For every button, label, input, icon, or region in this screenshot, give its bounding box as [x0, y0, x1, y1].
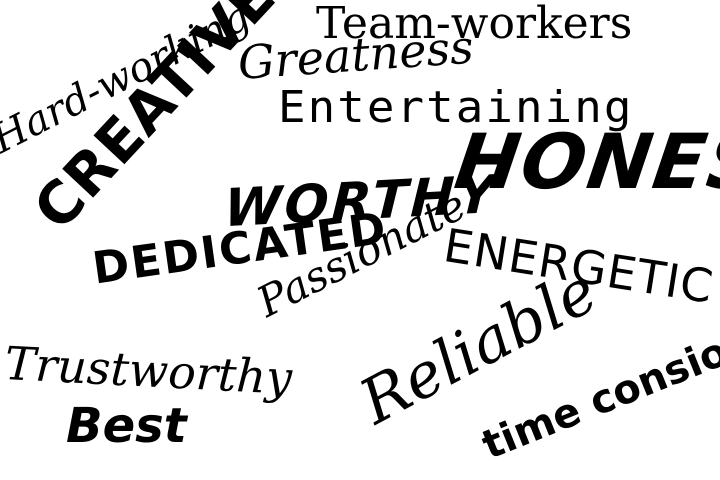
- word-entertaining: Entertaining: [278, 82, 634, 133]
- word-best: Best: [66, 398, 187, 454]
- word-team-workers: Team-workers: [316, 0, 633, 49]
- word-trustworthy: Trustworthy: [3, 336, 294, 405]
- word-greatness: Greatness: [236, 19, 476, 90]
